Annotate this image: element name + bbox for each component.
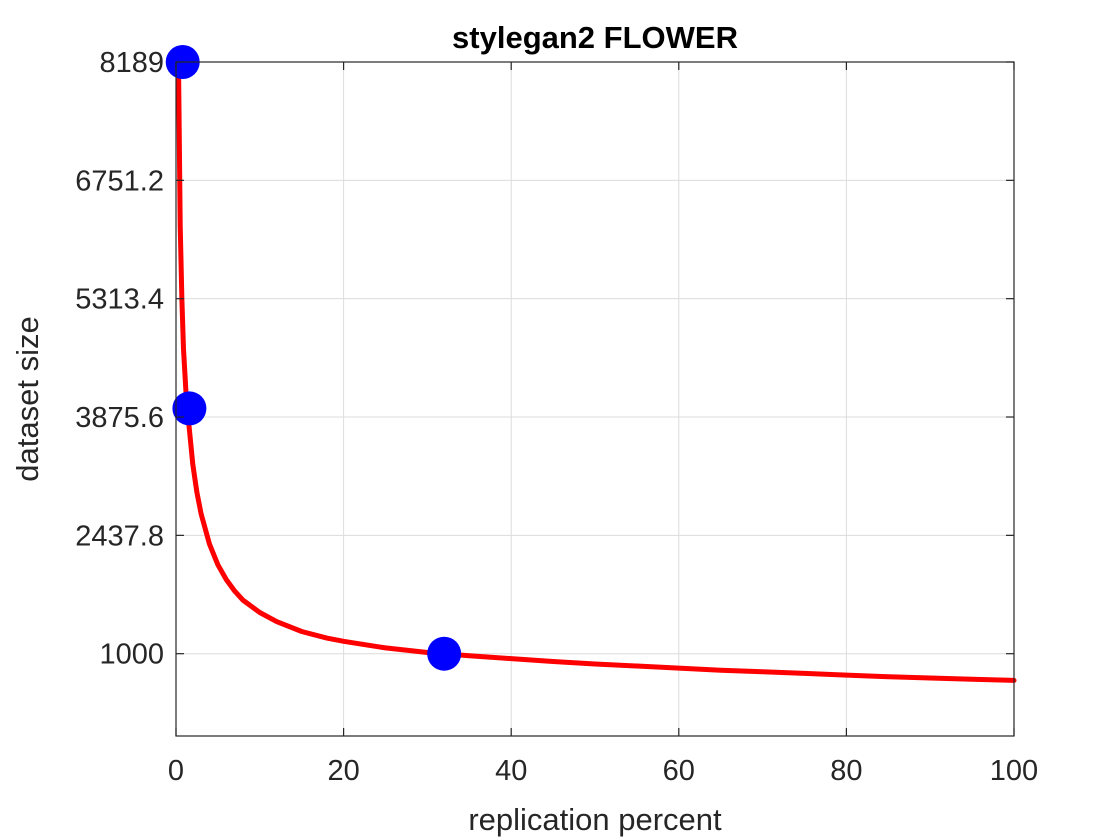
y-tick-label: 5313.4 bbox=[75, 284, 164, 316]
x-tick-label: 0 bbox=[168, 755, 184, 787]
data-point-marker bbox=[427, 636, 462, 671]
x-tick-label: 40 bbox=[495, 755, 527, 787]
plot-area bbox=[176, 62, 1014, 736]
x-tick-label: 80 bbox=[830, 755, 862, 787]
axes-box bbox=[175, 61, 1015, 737]
data-point-marker bbox=[172, 391, 207, 426]
y-tick-label: 1000 bbox=[99, 639, 164, 671]
x-axis-label: replication percent bbox=[468, 802, 722, 837]
grid bbox=[176, 62, 1014, 736]
ticks: 0 20 40 60 80 100 1000 2437.8 3875.6 5313.4 6751.2… bbox=[75, 47, 1038, 787]
y-tick-label: 6751.2 bbox=[75, 165, 164, 197]
chart-title: stylegan2 FLOWER bbox=[452, 20, 738, 55]
x-tick-label: 100 bbox=[990, 755, 1038, 787]
y-tick-label: 2437.8 bbox=[75, 520, 164, 552]
y-tick-label: 8189 bbox=[99, 47, 164, 79]
y-axis-label: dataset size bbox=[10, 316, 45, 481]
y-tick-label: 3875.6 bbox=[75, 402, 164, 434]
x-tick-label: 60 bbox=[663, 755, 695, 787]
curve-line bbox=[176, 59, 1017, 683]
x-tick-label: 20 bbox=[327, 755, 359, 787]
